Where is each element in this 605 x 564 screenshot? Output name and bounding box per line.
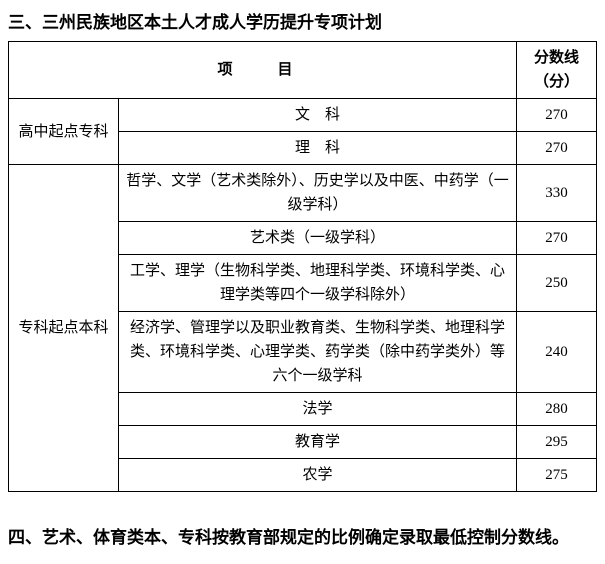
- subject-cell: 法学: [119, 393, 517, 426]
- subject-cell: 艺术类（一级学科）: [119, 222, 517, 255]
- score-table: 项 目 分数线（分） 高中起点专科 文 科 270 理 科 270 专科起点本科…: [8, 41, 597, 492]
- category-cell: 专科起点本科: [9, 165, 119, 492]
- score-cell: 330: [517, 165, 597, 222]
- section-4-heading: 四、艺术、体育类本、专科按教育部规定的比例确定录取最低控制分数线。: [8, 520, 597, 556]
- score-cell: 295: [517, 426, 597, 459]
- score-cell: 270: [517, 222, 597, 255]
- score-cell: 240: [517, 312, 597, 393]
- subject-cell: 教育学: [119, 426, 517, 459]
- score-cell: 275: [517, 459, 597, 492]
- subject-cell: 理 科: [119, 132, 517, 165]
- section-3-heading: 三、三州民族地区本土人才成人学历提升专项计划: [8, 8, 597, 33]
- subject-cell: 哲学、文学（艺术类除外）、历史学以及中医、中药学（一级学科）: [119, 165, 517, 222]
- category-cell: 高中起点专科: [9, 99, 119, 165]
- header-score: 分数线（分）: [517, 42, 597, 99]
- score-cell: 280: [517, 393, 597, 426]
- subject-cell: 经济学、管理学以及职业教育类、生物科学类、地理科学类、环境科学类、心理学类、药学…: [119, 312, 517, 393]
- score-cell: 270: [517, 132, 597, 165]
- subject-cell: 工学、理学（生物科学类、地理科学类、环境科学类、心理学类等四个一级学科除外）: [119, 255, 517, 312]
- table-row: 高中起点专科 文 科 270: [9, 99, 597, 132]
- subject-cell: 农学: [119, 459, 517, 492]
- score-cell: 270: [517, 99, 597, 132]
- table-row: 专科起点本科 哲学、文学（艺术类除外）、历史学以及中医、中药学（一级学科） 33…: [9, 165, 597, 222]
- score-cell: 250: [517, 255, 597, 312]
- header-project: 项 目: [9, 42, 517, 99]
- table-header-row: 项 目 分数线（分）: [9, 42, 597, 99]
- subject-cell: 文 科: [119, 99, 517, 132]
